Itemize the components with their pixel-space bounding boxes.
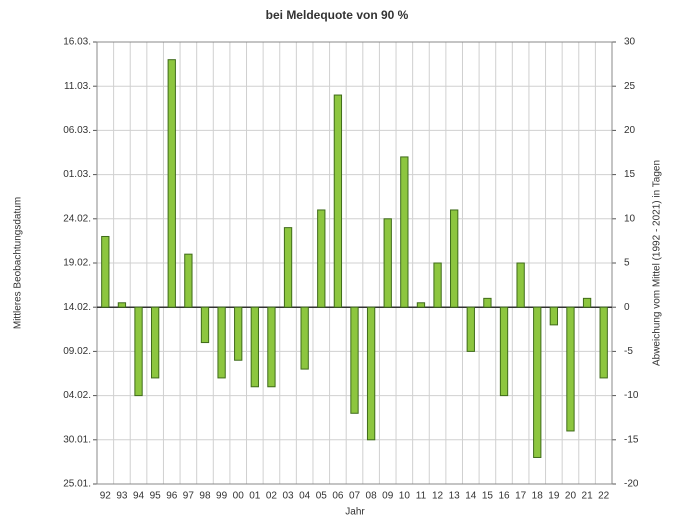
x-axis-label: Jahr bbox=[345, 507, 365, 518]
chart-title: bei Meldequote von 90 % bbox=[266, 8, 409, 22]
y-axis-label: Mittleres Beobachtungsdatum bbox=[13, 197, 24, 329]
x-tick-label: 08 bbox=[366, 491, 378, 502]
plot-frame bbox=[96, 41, 613, 485]
bar bbox=[366, 306, 376, 441]
bar bbox=[300, 306, 309, 370]
bar bbox=[283, 227, 293, 308]
bar bbox=[200, 306, 210, 344]
x-tick-label: 98 bbox=[199, 491, 211, 502]
bar bbox=[217, 306, 226, 379]
y2-tick-label: 30 bbox=[624, 37, 636, 48]
x-tick-label: 20 bbox=[565, 491, 577, 502]
bar bbox=[250, 306, 259, 388]
y-tick-label: 19.02. bbox=[63, 258, 91, 269]
x-tick-label: 19 bbox=[548, 491, 560, 502]
x-tick-label: 99 bbox=[216, 491, 228, 502]
y2-tick-label: -15 bbox=[624, 434, 639, 445]
x-tick-label: 95 bbox=[150, 491, 162, 502]
bar bbox=[101, 235, 110, 308]
y2-tick-label: 15 bbox=[624, 169, 636, 180]
y2-tick-label: 5 bbox=[624, 258, 630, 269]
bar bbox=[433, 262, 442, 308]
bar bbox=[566, 306, 575, 432]
bar bbox=[317, 209, 326, 308]
bar bbox=[350, 306, 359, 414]
x-tick-label: 17 bbox=[515, 491, 527, 502]
x-tick-label: 96 bbox=[166, 491, 178, 502]
x-tick-label: 02 bbox=[266, 491, 278, 502]
x-tick-label: 10 bbox=[399, 491, 411, 502]
y-tick-label: 30.01. bbox=[63, 434, 91, 445]
bar bbox=[234, 306, 243, 361]
bar bbox=[599, 306, 608, 379]
x-tick-label: 03 bbox=[282, 491, 294, 502]
x-tick-label: 18 bbox=[532, 491, 544, 502]
bar bbox=[416, 302, 426, 308]
y-tick-label: 16.03. bbox=[63, 37, 91, 48]
bar bbox=[150, 306, 160, 379]
y-tick-label: 09.02. bbox=[63, 346, 91, 357]
bar bbox=[184, 253, 193, 308]
x-tick-label: 97 bbox=[183, 491, 195, 502]
x-tick-label: 12 bbox=[432, 491, 444, 502]
bar bbox=[333, 94, 343, 308]
y-tick-label: 24.02. bbox=[63, 213, 91, 224]
x-tick-label: 22 bbox=[598, 491, 610, 502]
x-tick-label: 13 bbox=[449, 491, 461, 502]
y2-tick-label: 20 bbox=[624, 125, 636, 136]
bar bbox=[499, 306, 509, 397]
x-tick-label: 00 bbox=[233, 491, 245, 502]
bar bbox=[383, 218, 392, 308]
bar bbox=[533, 306, 542, 458]
y2-tick-label: 0 bbox=[624, 302, 630, 313]
y2-tick-label: 10 bbox=[624, 213, 636, 224]
x-tick-label: 06 bbox=[332, 491, 344, 502]
y2-tick-label: -10 bbox=[624, 390, 639, 401]
y-tick-label: 14.02. bbox=[63, 302, 91, 313]
x-tick-label: 14 bbox=[465, 491, 477, 502]
x-tick-label: 15 bbox=[482, 491, 494, 502]
x-tick-label: 93 bbox=[116, 491, 128, 502]
bar bbox=[516, 262, 525, 308]
y2-tick-label: 25 bbox=[624, 81, 636, 92]
x-tick-label: 21 bbox=[582, 491, 594, 502]
bar bbox=[549, 306, 559, 326]
y2-axis-label: Abweichung vom Mittel (1992 - 2021) in T… bbox=[652, 160, 663, 366]
y2-tick-label: -5 bbox=[624, 346, 633, 357]
x-tick-label: 01 bbox=[249, 491, 261, 502]
bar bbox=[167, 59, 176, 308]
x-tick-label: 16 bbox=[498, 491, 510, 502]
bar bbox=[134, 306, 143, 397]
bar bbox=[466, 306, 475, 352]
x-tick-label: 07 bbox=[349, 491, 361, 502]
y-tick-label: 11.03. bbox=[64, 81, 91, 92]
bar bbox=[267, 306, 276, 388]
x-tick-label: 94 bbox=[133, 491, 145, 502]
x-tick-label: 92 bbox=[100, 491, 112, 502]
bar bbox=[483, 297, 492, 308]
bar bbox=[450, 209, 459, 308]
y2-tick-label: -20 bbox=[624, 479, 639, 490]
x-tick-label: 04 bbox=[299, 491, 311, 502]
y-tick-label: 01.03. bbox=[63, 169, 91, 180]
x-tick-label: 09 bbox=[382, 491, 394, 502]
bar bbox=[400, 156, 409, 308]
x-tick-label: 05 bbox=[316, 491, 328, 502]
y-tick-label: 04.02. bbox=[63, 390, 91, 401]
x-tick-label: 11 bbox=[416, 491, 427, 502]
bar bbox=[582, 297, 592, 308]
y-tick-label: 06.03. bbox=[63, 125, 91, 136]
y-tick-label: 25.01. bbox=[63, 479, 91, 490]
bar bbox=[117, 302, 127, 308]
